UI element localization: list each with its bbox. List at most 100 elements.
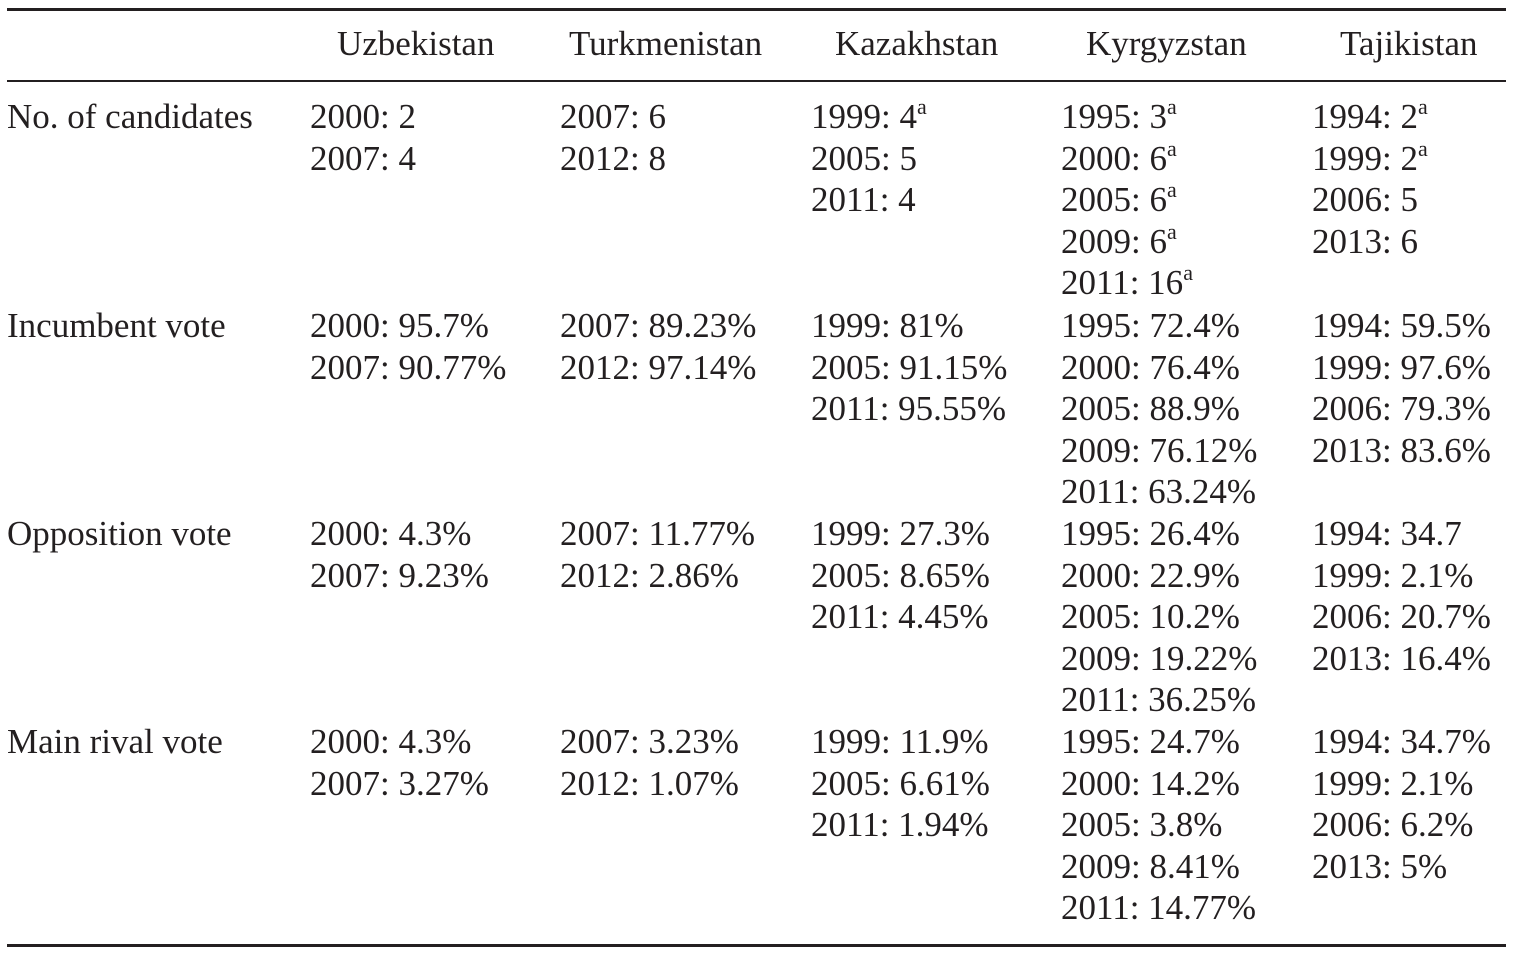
table-cell: 1994: 34.7 1999: 2.1% 2006: 20.7% 2013: 16.… xyxy=(1312,513,1491,679)
cell-value: 2007: 6 xyxy=(560,97,666,136)
cell-line: 2005: 88.9% xyxy=(1061,388,1257,430)
cell-line: 1999: 2.1% xyxy=(1312,763,1491,805)
column-header-kyrgyzstan: Kyrgyzstan xyxy=(1086,24,1247,63)
cell-value: 2012: 1.07% xyxy=(560,763,739,803)
cell-line: 2007: 4 xyxy=(310,138,416,180)
cell-value: 2013: 83.6% xyxy=(1312,430,1491,470)
cell-line: 1994: 2a xyxy=(1312,96,1428,138)
table-cell: 1995: 24.7% 2000: 14.2% 2005: 3.8% 2009: 8.… xyxy=(1061,721,1256,929)
cell-line: 2012: 8 xyxy=(560,138,666,180)
cell-line: 2011: 63.24% xyxy=(1061,471,1257,513)
footnote-marker: a xyxy=(1166,135,1177,161)
cell-line: 2012: 97.14% xyxy=(560,347,756,389)
table-cell: 1994: 34.7% 1999: 2.1% 2006: 6.2% 2013: 5% xyxy=(1312,721,1491,887)
table-cell: 2007: 11.77% 2012: 2.86% xyxy=(560,513,755,596)
cell-line: 2005: 8.65% xyxy=(811,555,990,597)
cell-value: 1995: 3 xyxy=(1061,97,1167,136)
cell-value: 1995: 26.4% xyxy=(1061,514,1240,553)
footnote-marker: a xyxy=(1166,218,1177,244)
cell-value: 2005: 10.2% xyxy=(1061,597,1240,637)
cell-value: 2013: 5% xyxy=(1312,846,1448,886)
cell-value: 2011: 4.45% xyxy=(811,597,989,637)
cell-line: 2000: 22.9% xyxy=(1061,555,1257,597)
table-cell: 1999: 81% 2005: 91.15% 2011: 95.55% xyxy=(811,305,1007,430)
cell-line: 2005: 6.61% xyxy=(811,763,990,805)
cell-line: 2011: 36.25% xyxy=(1061,679,1257,721)
row-label: Main rival vote xyxy=(7,722,223,761)
cell-line: 2000: 4.3% xyxy=(310,721,489,763)
cell-value: 1999: 2 xyxy=(1312,138,1418,178)
footnote-marker: a xyxy=(1417,94,1428,119)
table-cell: 2000: 4.3% 2007: 3.27% xyxy=(310,721,489,804)
cell-value: 2007: 3.23% xyxy=(560,722,739,761)
cell-line: 1994: 59.5% xyxy=(1312,305,1491,347)
cell-line: 1999: 27.3% xyxy=(811,513,990,555)
table-cell: 2007: 3.23% 2012: 1.07% xyxy=(560,721,739,804)
column-header-kazakhstan: Kazakhstan xyxy=(835,24,999,63)
cell-line: 2007: 3.27% xyxy=(310,763,489,805)
cell-line: 1994: 34.7% xyxy=(1312,721,1491,763)
cell-line: 2006: 6.2% xyxy=(1312,804,1491,846)
cell-value: 2005: 8.65% xyxy=(811,555,990,595)
column-header-uzbekistan: Uzbekistan xyxy=(337,24,495,63)
table-cell: 1999: 11.9% 2005: 6.61% 2011: 1.94% xyxy=(811,721,990,846)
cell-value: 2011: 36.25% xyxy=(1061,680,1257,720)
cell-value: 2007: 89.23% xyxy=(560,306,757,345)
cell-value: 2009: 8.41% xyxy=(1061,846,1240,886)
table-cell: 1994: 59.5% 1999: 97.6% 2006: 79.3% 2013: 8… xyxy=(1312,305,1491,471)
cell-value: 2007: 90.77% xyxy=(310,347,507,387)
cell-value: 1999: 27.3% xyxy=(811,514,990,553)
cell-value: 2007: 11.77% xyxy=(560,514,756,553)
cell-value: 2000: 4.3% xyxy=(310,514,472,553)
cell-value: 2000: 6 xyxy=(1061,138,1167,178)
cell-line: 2005: 5 xyxy=(811,138,927,180)
cell-line: 2009: 76.12% xyxy=(1061,430,1257,472)
cell-line: 2011: 95.55% xyxy=(811,388,1007,430)
cell-line: 1995: 24.7% xyxy=(1061,721,1256,763)
cell-line: 2000: 95.7% xyxy=(310,305,506,347)
cell-line: 2000: 6a xyxy=(1061,135,1193,180)
cell-value: 2009: 19.22% xyxy=(1061,638,1258,678)
cell-line: 2006: 5 xyxy=(1312,179,1428,221)
cell-line: 1999: 97.6% xyxy=(1312,347,1491,389)
cell-line: 2006: 79.3% xyxy=(1312,388,1491,430)
cell-value: 1999: 4 xyxy=(811,97,917,136)
table-cell: 2007: 6 2012: 8 xyxy=(560,96,666,179)
column-header-tajikistan: Tajikistan xyxy=(1340,24,1478,63)
cell-line: 2007: 90.77% xyxy=(310,347,506,389)
cell-line: 2011: 16a xyxy=(1061,262,1193,304)
cell-value: 2005: 5 xyxy=(811,138,917,178)
cell-value: 1999: 11.9% xyxy=(811,722,989,761)
cell-value: 2011: 16 xyxy=(1061,263,1184,303)
cell-value: 2000: 14.2% xyxy=(1061,763,1240,803)
table-cell: 2000: 2 2007: 4 xyxy=(310,96,416,179)
cell-line: 2000: 2 xyxy=(310,96,416,138)
cell-value: 2012: 97.14% xyxy=(560,347,757,387)
cell-line: 2011: 4 xyxy=(811,179,927,221)
table-bottom-rule xyxy=(7,944,1506,947)
cell-value: 2011: 63.24% xyxy=(1061,472,1257,512)
cell-line: 2005: 6a xyxy=(1061,179,1193,221)
cell-line: 2000: 76.4% xyxy=(1061,347,1257,389)
table-cell: 1994: 2a 1999: 2a 2006: 5 2013: 6 xyxy=(1312,96,1428,262)
cell-line: 2007: 9.23% xyxy=(310,555,489,597)
cell-line: 2011: 1.94% xyxy=(811,804,990,846)
table-cell: 2007: 89.23% 2012: 97.14% xyxy=(560,305,756,388)
table-cell: 1999: 4a 2005: 5 2011: 4 xyxy=(811,96,927,221)
cell-value: 2006: 5 xyxy=(1312,180,1418,220)
cell-value: 2000: 2 xyxy=(310,97,416,136)
cell-line: 1999: 2a xyxy=(1312,135,1428,180)
cell-value: 1994: 34.7% xyxy=(1312,722,1491,761)
cell-value: 2006: 79.3% xyxy=(1312,389,1491,429)
cell-value: 2009: 6 xyxy=(1061,221,1167,261)
row-label: No. of candidates xyxy=(7,97,253,136)
cell-value: 2000: 4.3% xyxy=(310,722,472,761)
cell-value: 1999: 2.1% xyxy=(1312,555,1474,595)
cell-line: 2012: 2.86% xyxy=(560,555,755,597)
cell-value: 1999: 81% xyxy=(811,306,964,345)
cell-line: 2011: 14.77% xyxy=(1061,887,1256,929)
cell-line: 2006: 20.7% xyxy=(1312,596,1491,638)
cell-value: 2005: 3.8% xyxy=(1061,805,1223,845)
footnote-marker: a xyxy=(1166,177,1177,203)
footnote-marker: a xyxy=(1417,135,1428,161)
